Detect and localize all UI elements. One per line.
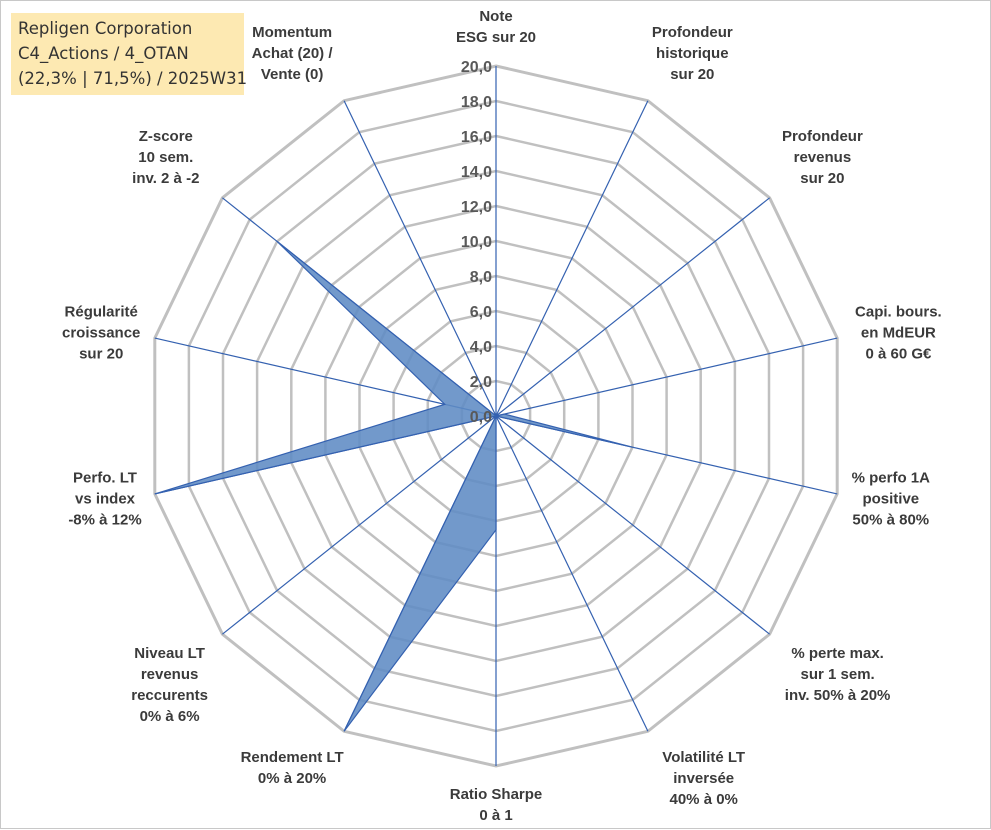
axis-labels: Note ESG sur 20 Profondeur historique sur 20… bbox=[62, 8, 942, 824]
axis-label-4: Capi. bours. en MdEUR 0 à 60 G€ bbox=[855, 303, 942, 362]
axis-label-line: sur 20 bbox=[670, 66, 714, 83]
axis-label-2: Profondeur historique sur 20 bbox=[652, 24, 733, 83]
axis-label-line: Profondeur bbox=[782, 128, 863, 145]
axis-label-line: 10 sem. bbox=[138, 149, 193, 166]
axis-label-5: % perfo 1A positive 50% à 80% bbox=[852, 470, 931, 529]
axis-label-line: ESG sur 20 bbox=[456, 29, 536, 46]
tick-label: 10,0 bbox=[461, 234, 492, 251]
axis-label-line: revenus bbox=[141, 666, 199, 683]
axis-label-line: en MdEUR bbox=[861, 324, 936, 341]
axis-label-line: historique bbox=[656, 45, 729, 62]
axis-label-line: Rendement LT bbox=[241, 749, 344, 766]
tick-label: 20,0 bbox=[461, 59, 492, 76]
tick-label: 16,0 bbox=[461, 129, 492, 146]
axis-label-line: inv. 50% à 20% bbox=[785, 687, 891, 704]
spoke-3 bbox=[495, 197, 770, 417]
axis-label-line: croissance bbox=[62, 324, 140, 341]
tick-label: 6,0 bbox=[470, 304, 492, 321]
axis-label-11: Perfo. LT vs index -8% à 12% bbox=[68, 470, 141, 529]
axis-label-line: sur 20 bbox=[800, 170, 844, 187]
axis-label-7: Volatilité LT inversée 40% à 0% bbox=[662, 749, 745, 808]
axis-label-line: % perfo 1A bbox=[852, 470, 931, 487]
axis-label-line: vs index bbox=[75, 491, 136, 508]
tick-label: 8,0 bbox=[470, 269, 492, 286]
axis-label-line: sur 1 sem. bbox=[800, 666, 874, 683]
radial-tick-labels: 0,0 2,0 4,0 6,0 8,0 10,0 12,0 14,0 16,0 18,0 20,0 bbox=[461, 59, 492, 426]
spoke-2 bbox=[495, 100, 649, 417]
spoke-4 bbox=[495, 337, 838, 417]
axis-label-10: Niveau LT revenus reccurents 0% à 6% bbox=[131, 645, 208, 725]
tick-label: 12,0 bbox=[461, 199, 492, 216]
axis-label-3: Profondeur revenus sur 20 bbox=[782, 128, 863, 187]
axis-label-line: Capi. bours. bbox=[855, 303, 942, 320]
axis-label-6: % perte max. sur 1 sem. inv. 50% à 20% bbox=[785, 645, 891, 704]
axis-label-line: Volatilité LT bbox=[662, 749, 745, 766]
axis-label-1: Note ESG sur 20 bbox=[456, 8, 536, 46]
axis-label-line: Momentum bbox=[252, 24, 332, 41]
axis-label-13: Z-score 10 sem. inv. 2 à -2 bbox=[132, 128, 199, 187]
axis-label-line: sur 20 bbox=[79, 345, 123, 362]
axis-label-line: % perte max. bbox=[791, 645, 884, 662]
axis-label-line: 0 à 1 bbox=[479, 807, 512, 824]
axis-label-9: Rendement LT 0% à 20% bbox=[241, 749, 344, 787]
spoke-12 bbox=[154, 337, 497, 417]
chart-title-line-2: C4_Actions / 4_OTAN bbox=[18, 44, 189, 63]
spoke-14 bbox=[343, 100, 497, 417]
axis-label-line: Niveau LT bbox=[134, 645, 205, 662]
axis-label-line: Achat (20) / bbox=[252, 45, 334, 62]
axis-label-line: 50% à 80% bbox=[852, 512, 929, 529]
axis-label-14: Momentum Achat (20) / Vente (0) bbox=[252, 24, 334, 83]
tick-label: 14,0 bbox=[461, 164, 492, 181]
axis-label-line: Perfo. LT bbox=[73, 470, 137, 487]
spoke-6 bbox=[495, 415, 770, 635]
axis-label-line: Ratio Sharpe bbox=[450, 786, 543, 803]
axis-label-line: inv. 2 à -2 bbox=[132, 170, 199, 187]
radar-spokes bbox=[154, 66, 838, 766]
tick-label: 0,0 bbox=[470, 409, 492, 426]
axis-label-line: revenus bbox=[794, 149, 852, 166]
axis-label-line: Z-score bbox=[139, 128, 193, 145]
axis-label-line: 40% à 0% bbox=[670, 791, 738, 808]
chart-title-box: Repligen Corporation C4_Actions / 4_OTAN… bbox=[11, 13, 248, 95]
axis-label-line: Régularité bbox=[65, 303, 138, 320]
tick-label: 2,0 bbox=[470, 374, 492, 391]
axis-label-line: -8% à 12% bbox=[68, 512, 141, 529]
spoke-10 bbox=[222, 415, 497, 635]
axis-label-line: 0% à 6% bbox=[140, 708, 200, 725]
axis-label-line: positive bbox=[862, 491, 919, 508]
spoke-7 bbox=[495, 415, 649, 732]
chart-title-line-3: (22,3% | 71,5%) / 2025W31 bbox=[18, 69, 248, 88]
axis-label-line: reccurents bbox=[131, 687, 208, 704]
axis-label-line: 0% à 20% bbox=[258, 770, 326, 787]
axis-label-line: 0 à 60 G€ bbox=[865, 345, 932, 362]
axis-label-line: Vente (0) bbox=[261, 66, 324, 83]
tick-label: 18,0 bbox=[461, 94, 492, 111]
axis-label-8: Ratio Sharpe 0 à 1 bbox=[450, 786, 543, 824]
axis-label-line: Note bbox=[479, 8, 512, 25]
chart-title-line-1: Repligen Corporation bbox=[18, 19, 193, 38]
radar-series bbox=[154, 240, 633, 732]
axis-label-line: Profondeur bbox=[652, 24, 733, 41]
tick-label: 4,0 bbox=[470, 339, 492, 356]
axis-label-line: inversée bbox=[673, 770, 734, 787]
series-area bbox=[154, 240, 633, 732]
axis-label-12: Régularité croissance sur 20 bbox=[62, 303, 140, 362]
